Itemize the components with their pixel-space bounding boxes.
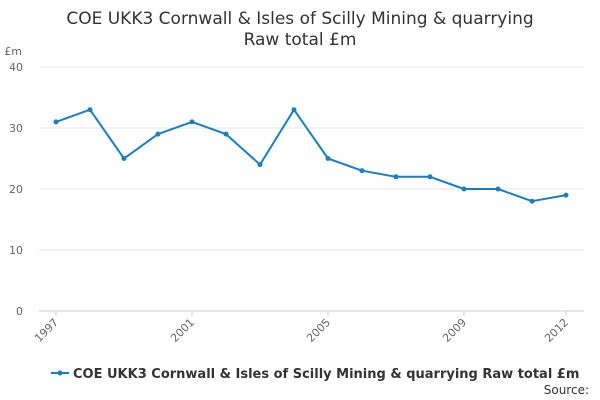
data-point-2005 <box>325 156 331 161</box>
data-point-2000 <box>155 131 161 137</box>
series-line-0 <box>55 108 567 203</box>
data-point-2002 <box>223 131 229 137</box>
data-point-2001 <box>189 119 195 125</box>
legend-label: COE UKK3 Cornwall & Isles of Scilly Mini… <box>73 367 579 382</box>
y-tick-label-10: 10 <box>9 244 23 257</box>
x-tick-label-2001: 2001 <box>168 316 197 345</box>
data-point-2008 <box>427 174 433 180</box>
data-point-2004 <box>291 107 297 113</box>
y-axis-unit: £m <box>4 45 22 58</box>
data-point-2012 <box>563 192 569 198</box>
data-point-1999 <box>121 156 127 161</box>
series-group <box>53 107 569 204</box>
data-point-1998 <box>87 107 93 113</box>
y-tick-label-40: 40 <box>9 61 23 74</box>
grid-lines <box>39 66 584 251</box>
x-tick-label-2012: 2012 <box>542 316 571 345</box>
y-tick-label-0: 0 <box>16 305 23 318</box>
data-point-2003 <box>257 162 263 168</box>
data-point-2010 <box>495 186 501 192</box>
chart-title-line-2: Raw total £m <box>244 30 357 50</box>
chart-title-line-1: COE UKK3 Cornwall & Isles of Scilly Mini… <box>66 9 533 29</box>
x-tick-label-2005: 2005 <box>304 316 333 345</box>
x-tick-label-2009: 2009 <box>440 316 469 345</box>
data-point-2009 <box>461 186 467 192</box>
data-point-1997 <box>53 119 59 125</box>
legend: COE UKK3 Cornwall & Isles of Scilly Mini… <box>51 367 579 382</box>
y-tick-label-30: 30 <box>9 122 23 135</box>
legend-swatch-marker <box>57 370 63 376</box>
x-axis-ticks: 1997 2001 2005 2009 2012 <box>32 311 571 345</box>
data-point-2007 <box>393 174 399 180</box>
data-point-2011 <box>529 198 535 204</box>
source-label: Source: <box>544 383 589 397</box>
x-tick-label-1997: 1997 <box>32 316 61 345</box>
data-point-2006 <box>359 168 365 174</box>
y-tick-label-20: 20 <box>9 183 23 196</box>
y-axis-ticks: 0 10 20 30 40 <box>9 61 23 318</box>
